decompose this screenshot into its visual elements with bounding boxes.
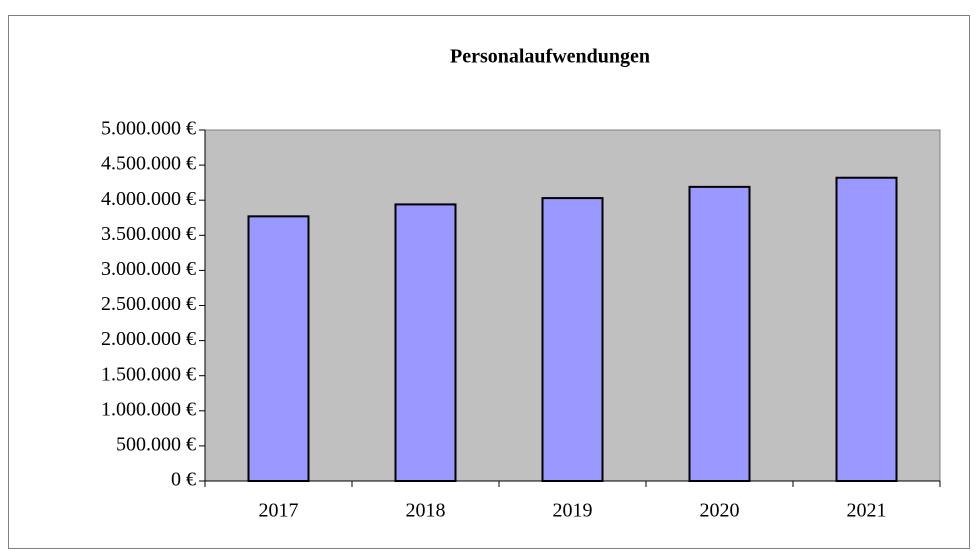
bar: [541, 197, 604, 482]
y-tick-label: 3.500.000 €: [101, 223, 196, 245]
y-tick-label: 4.500.000 €: [101, 153, 196, 175]
bar: [688, 185, 751, 482]
x-tick-label: 2020: [700, 500, 740, 522]
bar: [394, 203, 457, 483]
x-tick-label: 2019: [553, 500, 593, 522]
bar: [835, 176, 898, 482]
y-tick-label: 5.000.000 €: [101, 118, 196, 140]
y-tick-label: 0 €: [171, 469, 196, 491]
y-tick-label: 2.000.000 €: [101, 328, 196, 350]
y-tick-label: 4.000.000 €: [101, 188, 196, 210]
y-tick-label: 3.000.000 €: [101, 258, 196, 280]
chart-title: Personalaufwendungen: [450, 46, 650, 68]
y-tick-label: 1.500.000 €: [101, 363, 196, 385]
y-tick-label: 500.000 €: [116, 433, 196, 455]
y-tick-label: 1.000.000 €: [101, 398, 196, 420]
x-tick-label: 2017: [259, 500, 299, 522]
x-tick-label: 2021: [847, 500, 887, 522]
bar: [247, 215, 310, 482]
y-tick-label: 2.500.000 €: [101, 293, 196, 315]
x-tick-label: 2018: [406, 500, 446, 522]
